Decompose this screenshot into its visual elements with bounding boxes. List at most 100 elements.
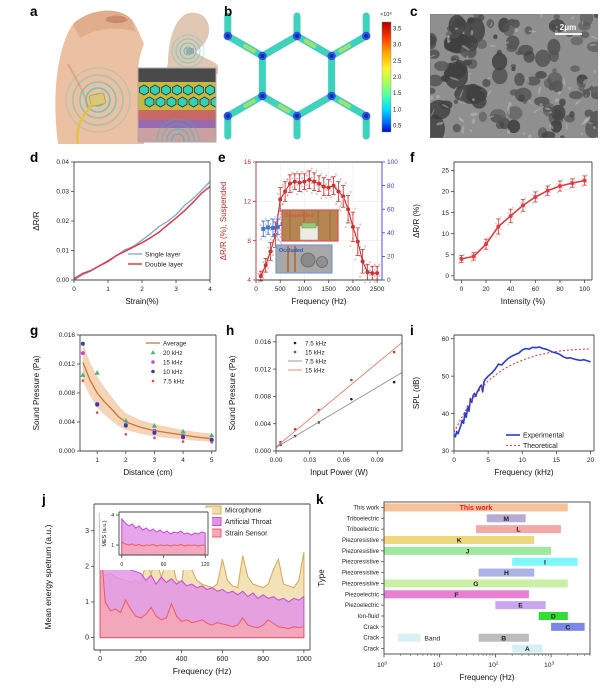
svg-text:0.00: 0.00 [56,277,69,284]
svg-text:0: 0 [254,286,258,293]
svg-text:0.01: 0.01 [56,248,69,255]
panel-a: a [28,4,223,149]
panel-e-insets: Suspended Occluded [273,196,345,274]
svg-text:80: 80 [387,183,395,190]
bar-I [512,557,578,566]
series-3 [275,342,403,448]
panel-i: i 0 5 10 15 20 30 40 50 60 Frequency (kHz) SPL (dB… [408,323,604,491]
svg-text:5: 5 [486,457,490,464]
svg-text:Sound Pressure (Pa): Sound Pressure (Pa) [228,355,237,430]
panel-f: f 0 20 40 60 80 100 0 5 10 15 20 25 Intensity (%) ΔR/… [408,150,604,320]
series-2 [99,537,305,639]
svg-text:4: 4 [111,513,114,519]
svg-text:800: 800 [257,656,269,663]
svg-text:0.004: 0.004 [255,421,272,428]
svg-text:1: 1 [106,286,110,293]
bar-This work [384,503,568,512]
svg-text:Mean energy spetrum (a.u.): Mean energy spetrum (a.u.) [43,524,53,629]
axes: 0 500 1000 1500 2000 2500 4 8 12 16 0 20 40 60 80 100 Fr… [219,159,398,306]
svg-text:C: C [565,624,570,631]
series-0 [73,181,211,281]
svg-text:400: 400 [176,656,188,663]
axes: 0 20 40 60 80 100 0 5 10 15 20 25 Intensity (%) ΔR/R … [412,161,593,306]
bar-F [384,590,529,599]
svg-text:0.02: 0.02 [56,218,69,225]
svg-text:10: 10 [519,457,527,464]
svg-text:1: 1 [111,543,114,549]
panel-label-e: e [218,150,226,165]
svg-text:7.5 kHz: 7.5 kHz [305,340,326,347]
svg-text:Type: Type [317,569,326,587]
svg-text:Frequency (Hz): Frequency (Hz) [459,673,514,682]
svg-text:0.008: 0.008 [59,390,76,397]
svg-text:15 kHz: 15 kHz [163,359,183,366]
svg-text:8: 8 [247,238,251,245]
svg-text:2.0: 2.0 [393,75,402,81]
svg-text:40: 40 [442,411,450,418]
svg-text:3: 3 [153,457,157,464]
svg-text:This work: This work [460,505,493,512]
svg-text:Piezoelectric: Piezoelectric [345,603,379,609]
svg-text:1.5: 1.5 [393,91,402,97]
plot-area [121,517,206,556]
svg-text:ΔR/R: ΔR/R [32,211,41,230]
svg-text:Average: Average [163,340,187,347]
svg-text:60: 60 [387,206,395,213]
legend: Average 20 kHz 15 kHz 10 kHz 7.5 kHz [146,340,187,385]
legend: 7.5 kHz 15 kHz 7.5 kHz 15 kHz [288,340,326,374]
bar-B [478,633,529,642]
svg-text:2.5: 2.5 [393,59,402,65]
panel-b-fem-simulation: ×10⁸ 3.5 3.0 2.5 2.0 1.5 1.0 0.5 [223,11,402,140]
svg-text:Occluded: Occluded [279,248,303,254]
svg-text:2: 2 [85,564,89,571]
svg-text:4: 4 [181,457,185,464]
svg-text:0.00: 0.00 [270,457,283,464]
plot-area [80,341,215,444]
chart-strain-response: 0 1 2 3 4 0.00 0.01 0.02 0.03 0.04 Strain(%) ΔR/R Si… [32,159,212,306]
axes: 06012014f (Hz)MES (a.u.) [102,511,210,568]
svg-text:120: 120 [201,562,210,568]
svg-text:SPL (dB): SPL (dB) [412,377,421,409]
panel-label-b: b [224,4,233,19]
svg-text:10: 10 [442,231,450,238]
panel-label-c: c [410,4,418,19]
svg-text:0.004: 0.004 [59,419,76,426]
svg-text:0: 0 [85,635,89,642]
series-1 [453,348,591,433]
bar-J [384,546,552,555]
svg-text:20: 20 [387,254,395,261]
series-0 [457,173,589,265]
svg-text:0.5: 0.5 [393,124,402,130]
plot-area [275,342,403,449]
chart-sound-pressure-distance: 1 2 3 4 5 0.000 0.004 0.008 0.012 0.016 Distance (… [32,332,217,477]
scale-bar: 2μm [555,23,582,35]
legend: Experimental Theoretical [506,432,564,450]
series-1 [121,541,206,556]
series-1 [279,350,396,444]
svg-text:Frequency (kHz): Frequency (kHz) [494,468,553,477]
axes: 0.00 0.03 0.06 0.09 0.000 0.004 0.008 0.012 0.01… [228,334,403,477]
series-2 [275,372,403,449]
svg-text:J: J [466,548,470,555]
svg-text:12: 12 [244,199,252,206]
svg-text:0.04: 0.04 [56,159,69,166]
svg-text:2μm: 2μm [560,23,576,32]
svg-text:0.03: 0.03 [303,457,316,464]
svg-text:1000: 1000 [297,286,312,293]
panel-label-d: d [30,150,39,165]
svg-text:80: 80 [556,286,564,293]
svg-text:Piezoresistive: Piezoresistive [342,538,380,544]
confidence-band [82,343,212,442]
svg-text:MES (a.u.): MES (a.u.) [102,520,108,546]
svg-text:20 kHz: 20 kHz [163,350,183,357]
legend: Microphone Artificial Throat Strain Sensor [205,505,272,538]
svg-text:3: 3 [85,528,89,535]
series-0 [453,346,591,438]
legend: Single layer Double layer [128,251,184,268]
panel-d: d 0 1 2 3 4 0.00 0.01 0.02 0.03 0.04 Strain(%) ΔR/R… [28,150,220,320]
svg-text:Sound Pressure (Pa): Sound Pressure (Pa) [32,355,41,430]
svg-text:Single layer: Single layer [145,251,181,258]
